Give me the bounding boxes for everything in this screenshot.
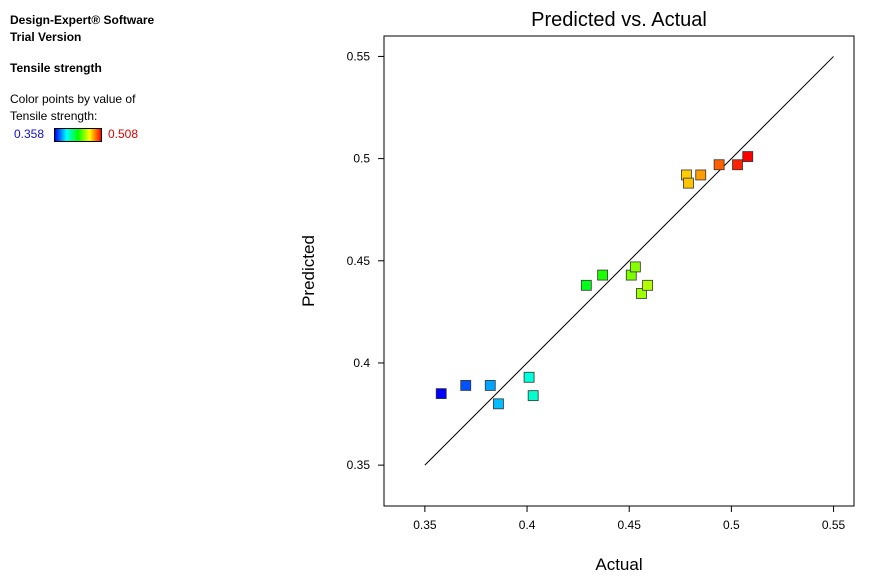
x-tick-label: 0.4 [519, 518, 536, 532]
data-point [629, 261, 641, 273]
software-name: Design-Expert® Software [10, 13, 155, 27]
x-tick-label: 0.5 [723, 518, 740, 532]
y-tick-label: 0.55 [347, 49, 371, 63]
data-points [435, 151, 754, 410]
data-point [713, 159, 725, 171]
data-point [580, 279, 592, 291]
data-point [523, 371, 535, 383]
x-tick-label: 0.35 [413, 518, 437, 532]
response-name: Tensile strength [10, 61, 102, 75]
y-axis-label: Predicted [299, 235, 318, 307]
x-tick-label: 0.55 [822, 518, 846, 532]
color-scale-min: 0.358 [14, 127, 45, 141]
data-point [484, 380, 496, 391]
data-point [493, 398, 504, 410]
y-tick-label: 0.4 [353, 356, 370, 370]
x-tick-label: 0.45 [618, 518, 642, 532]
y-tick-label: 0.35 [347, 458, 371, 472]
reference-line [424, 56, 834, 466]
color-scale-bar [54, 127, 102, 142]
data-point [527, 390, 539, 402]
data-point [742, 151, 754, 162]
x-axis-label: Actual [595, 555, 642, 574]
y-tick-label: 0.45 [347, 254, 371, 268]
y-tick-label: 0.5 [353, 152, 370, 166]
color-scale: 0.358 0.508 [10, 126, 230, 143]
color-note-line1: Color points by value of [10, 92, 136, 106]
data-point [642, 279, 654, 291]
info-panel: Design-Expert® Software Trial Version Te… [10, 12, 230, 143]
data-point [435, 388, 447, 400]
color-note-line2: Tensile strength: [10, 109, 98, 123]
data-point [683, 177, 694, 189]
data-point [732, 159, 743, 171]
plot-frame [383, 35, 855, 507]
data-point [460, 380, 472, 391]
data-point [597, 269, 609, 281]
data-point [695, 169, 707, 181]
color-scale-max: 0.508 [108, 127, 139, 141]
chart-title: Predicted vs. Actual [531, 9, 707, 31]
data-point [636, 288, 647, 299]
version-label: Trial Version [10, 30, 82, 44]
axis-ticks: 0.35 0.4 0.45 0.5 0.55 0.35 0.4 0.45 0.5 0.55 [347, 49, 846, 532]
